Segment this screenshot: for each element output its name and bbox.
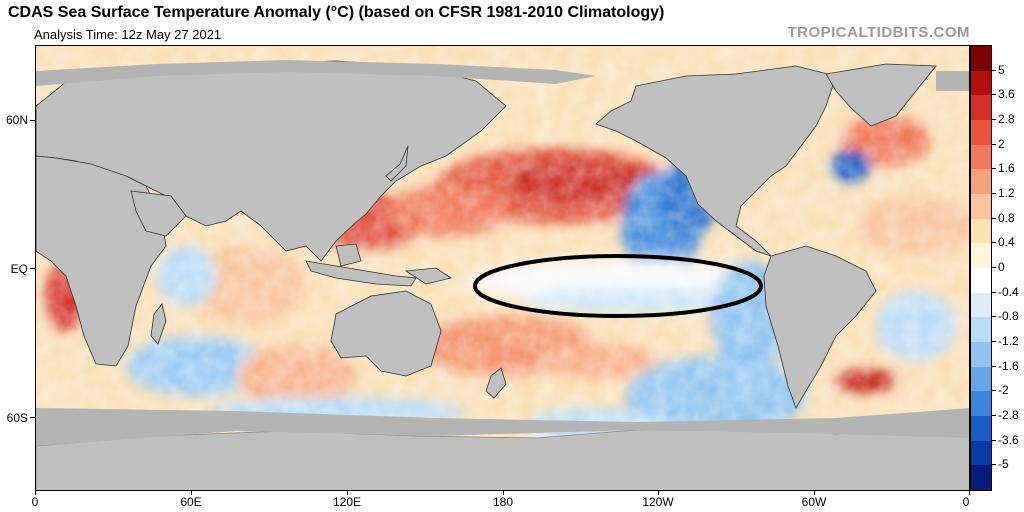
colorbar-segment [971, 169, 991, 195]
analysis-time: Analysis Time: 12z May 27 2021 [34, 27, 222, 42]
lon-label-60e: 60E [180, 495, 202, 509]
colorbar-segment [971, 144, 991, 170]
lat-tick [30, 268, 35, 269]
colorbar-segment [971, 46, 991, 72]
landmasses [36, 60, 969, 490]
landmass-borneo [335, 243, 362, 267]
lat-tick [30, 417, 35, 418]
colorbar-segment [971, 70, 991, 96]
colorbar-tick [992, 415, 996, 416]
colorbar-tick [992, 390, 996, 392]
colorbar-segment [971, 194, 991, 220]
colorbar-tick-label: 0 [998, 260, 1005, 274]
colorbar-tick-label: -0.8 [998, 309, 1019, 324]
landmass-south-america [763, 245, 877, 409]
lon-tick [35, 491, 36, 495]
colorbar-segment [971, 268, 991, 294]
colorbar-segment [971, 243, 991, 269]
colorbar-tick [992, 267, 996, 268]
annotation-ellipse [473, 254, 763, 318]
colorbar-segment [971, 120, 991, 146]
colorbar-tick-label: 1.2 [998, 186, 1015, 200]
colorbar-tick [992, 316, 996, 318]
colorbar-tick-label: -2 [998, 383, 1009, 398]
colorbar-tick-label: 5 [998, 62, 1005, 77]
lon-label-180: 180 [492, 495, 514, 509]
colorbar-tick-label: -2.8 [998, 408, 1019, 422]
sea-ice [36, 60, 969, 446]
colorbar-tick-label: 2 [998, 136, 1005, 151]
landmass-new-zealand [485, 367, 507, 399]
landmass-madagascar [150, 303, 167, 345]
colorbar-tick [992, 94, 996, 96]
lat-label-60n: 60N [5, 113, 28, 127]
lon-tick [658, 491, 659, 495]
colorbar-tick-label: -5 [998, 457, 1009, 472]
landmass-japan [385, 145, 409, 182]
colorbar-tick-label: 1.6 [998, 161, 1015, 176]
colorbar-tick [992, 119, 996, 120]
colorbar-tick [992, 143, 996, 145]
lon-tick [503, 491, 504, 495]
sst-anomaly-map [35, 45, 970, 491]
colorbar-tick [992, 242, 996, 244]
colorbar-segment [971, 95, 991, 121]
colorbar-tick-label: 2.8 [998, 112, 1015, 126]
lon-tick [191, 491, 192, 495]
colorbar-tick [992, 341, 996, 342]
colorbar [970, 45, 992, 491]
landmass-arabia [130, 190, 187, 237]
landmass-indonesia [305, 260, 417, 287]
credit-watermark: TROPICALTIDBITS.COM [787, 24, 970, 41]
lat-label-eq: EQ [10, 262, 28, 276]
colorbar-tick [992, 464, 996, 466]
colorbar-tick [992, 291, 996, 293]
lon-tick [347, 491, 348, 495]
colorbar-segment [971, 465, 991, 491]
colorbar-tick-label: -1.2 [998, 334, 1019, 348]
colorbar-segment [971, 292, 991, 318]
colorbar-segment [971, 416, 991, 442]
map-title: CDAS Sea Surface Temperature Anomaly (°C… [8, 4, 665, 21]
landmass-australia [330, 290, 442, 377]
colorbar-segment [971, 391, 991, 417]
colorbar-tick [992, 439, 996, 441]
lon-label-60w: 60W [801, 495, 827, 509]
map-canvas [36, 46, 969, 490]
landmass-africa [36, 155, 167, 367]
colorbar-tick-label: 0.8 [998, 210, 1015, 225]
colorbar-segment [971, 317, 991, 343]
colorbar-tick-label: 0.4 [998, 235, 1015, 250]
lat-tick [30, 120, 35, 121]
landmass-greenland [825, 63, 937, 127]
landmass-new-guinea [404, 267, 452, 285]
colorbar-segment [971, 440, 991, 466]
colorbar-tick [992, 217, 996, 219]
colorbar-tick [992, 168, 996, 170]
colorbar-tick-label: -3.6 [998, 432, 1019, 447]
colorbar-tick [992, 69, 996, 71]
lon-label-120w: 120W [642, 495, 674, 509]
colorbar-segment [971, 342, 991, 368]
colorbar-segment [971, 218, 991, 244]
colorbar-tick-label: -1.6 [998, 358, 1019, 373]
colorbar-tick-label: 3.6 [998, 87, 1015, 102]
lon-label-0-east: 0 [962, 495, 970, 509]
lon-label-120e: 120E [332, 495, 362, 509]
colorbar-segment [971, 366, 991, 392]
lon-label-0: 0 [31, 495, 39, 509]
colorbar-tick [992, 365, 996, 367]
colorbar-tick-label: -0.4 [998, 284, 1019, 299]
lon-tick [814, 491, 815, 495]
colorbar-tick [992, 193, 996, 194]
lon-tick [969, 491, 970, 495]
lat-label-60s: 60S [6, 411, 28, 425]
